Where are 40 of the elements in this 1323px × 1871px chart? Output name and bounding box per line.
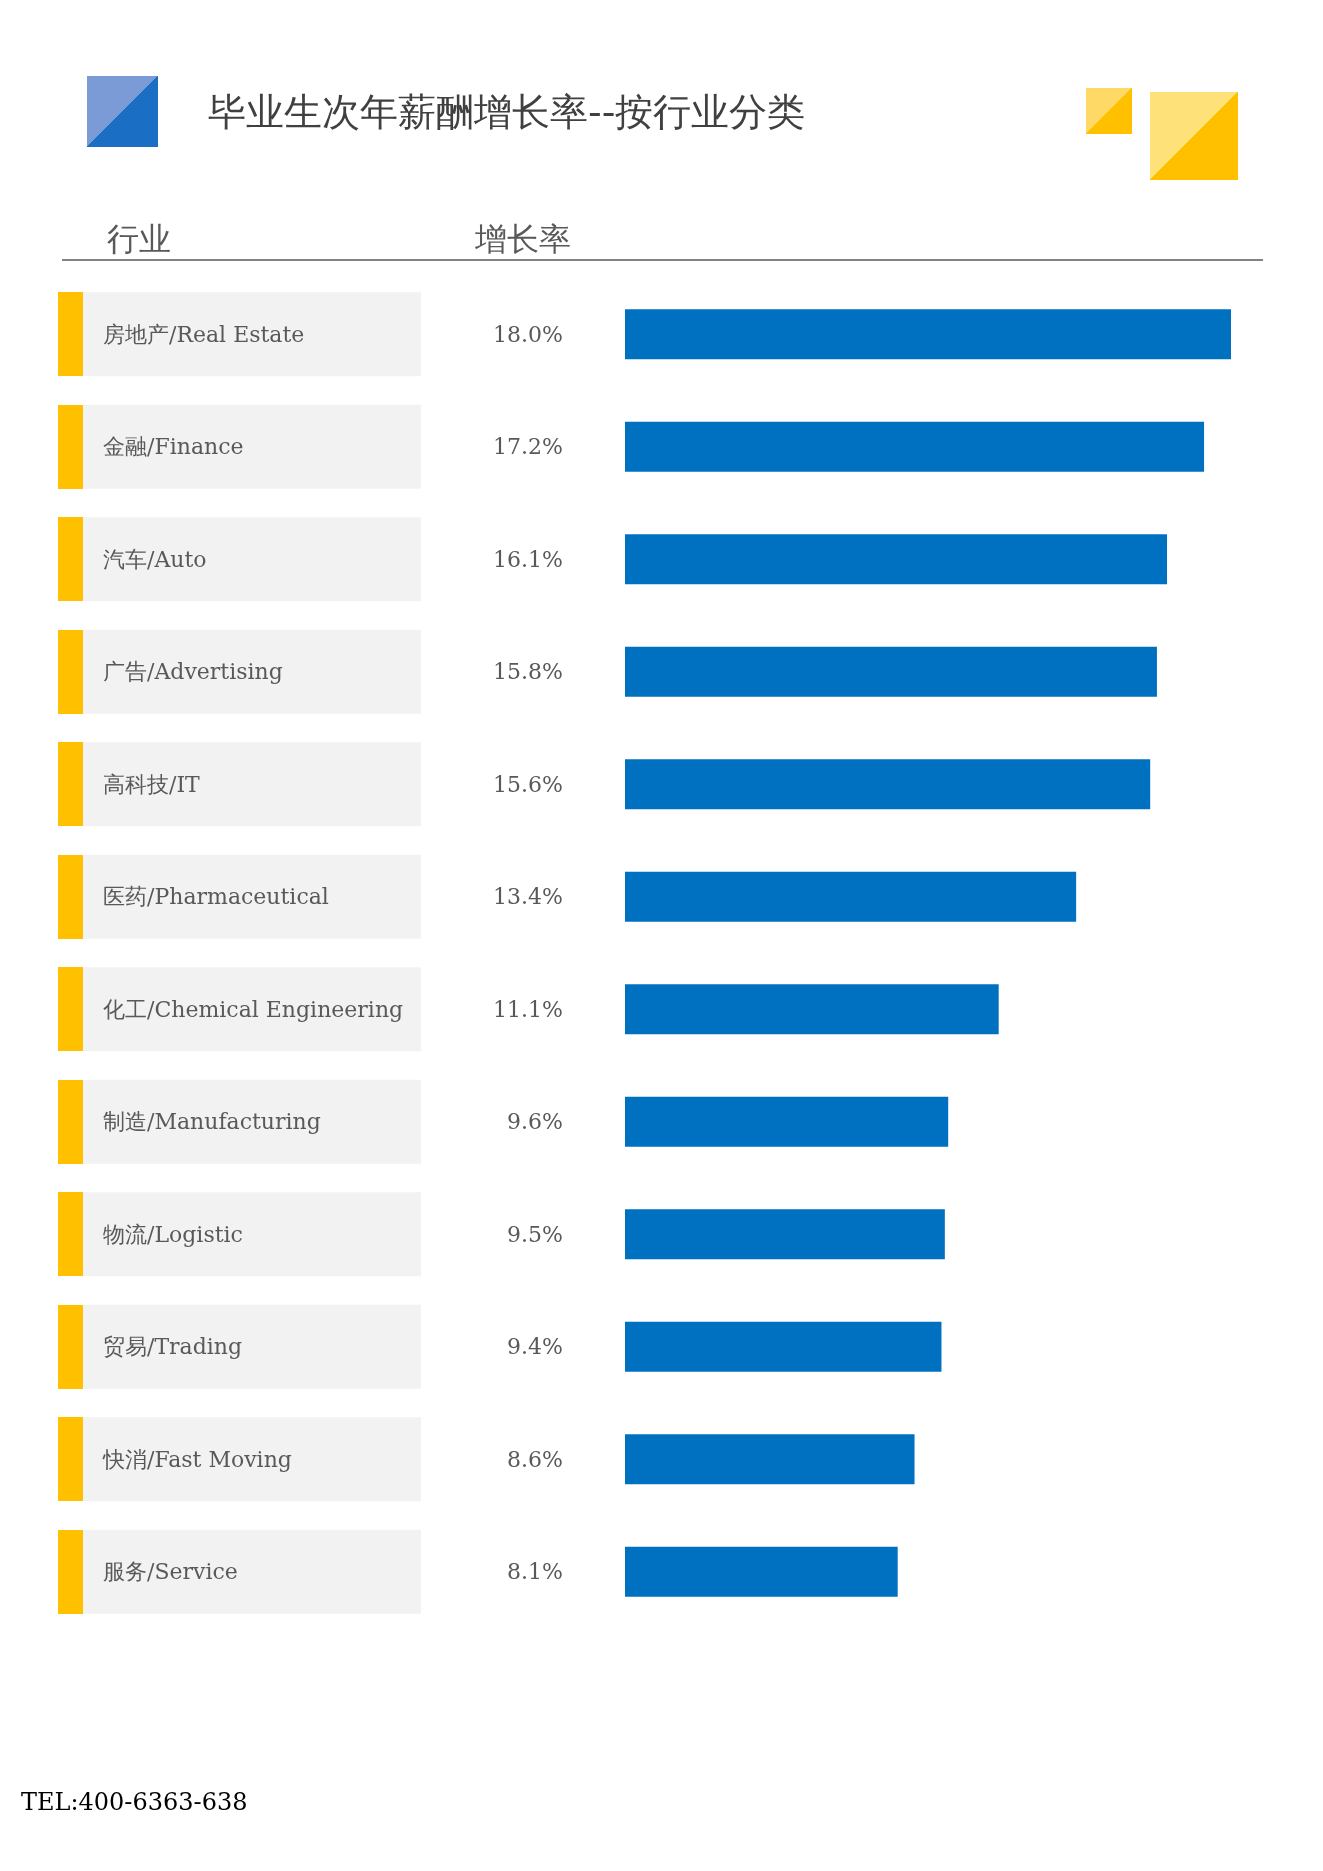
data-label: 8.6% bbox=[507, 1446, 563, 1472]
y-tick-label: 房地产/Real Estate bbox=[103, 321, 305, 347]
bar bbox=[625, 421, 1205, 472]
data-label: 9.6% bbox=[507, 1109, 563, 1135]
bar bbox=[625, 309, 1231, 360]
bar bbox=[625, 1321, 942, 1372]
bar bbox=[625, 1434, 915, 1485]
bar bbox=[625, 759, 1151, 810]
data-label: 13.4% bbox=[493, 884, 563, 910]
data-label: 15.6% bbox=[493, 771, 563, 797]
data-label: 8.1% bbox=[507, 1559, 563, 1585]
y-axis-title: 行业 bbox=[107, 220, 171, 258]
data-label: 18.0% bbox=[493, 321, 563, 347]
y-tick-label: 医药/Pharmaceutical bbox=[103, 884, 329, 910]
y-tick-label: 贸易/Trading bbox=[103, 1334, 243, 1360]
data-label: 16.1% bbox=[493, 546, 563, 572]
bar bbox=[625, 1096, 949, 1147]
data-label: 11.1% bbox=[493, 996, 563, 1022]
bar bbox=[625, 534, 1168, 585]
y-tick-label: 金融/Finance bbox=[103, 434, 244, 460]
data-label: 17.2% bbox=[493, 434, 563, 460]
bar bbox=[625, 1546, 898, 1597]
text: 增长率 bbox=[474, 220, 571, 258]
y-tick-label: 高科技/IT bbox=[103, 771, 201, 797]
bar bbox=[625, 646, 1157, 697]
chart-title: 毕业生次年薪酬增长率--按行业分类 bbox=[208, 90, 806, 134]
text: TEL:400-6363-638 bbox=[21, 1788, 248, 1816]
y-tick-label: 汽车/Auto bbox=[103, 546, 207, 572]
y-tick-label: 制造/Manufacturing bbox=[103, 1109, 321, 1135]
data-label: 15.8% bbox=[493, 659, 563, 685]
bar bbox=[625, 1209, 945, 1260]
y-tick-label: 广告/Advertising bbox=[103, 659, 283, 685]
y-tick-label: 快消/Fast Moving bbox=[102, 1446, 292, 1472]
bar bbox=[625, 984, 999, 1035]
y-tick-label: 服务/Service bbox=[103, 1559, 238, 1585]
y-tick-label: 化工/Chemical Engineering bbox=[103, 996, 404, 1022]
data-label: 9.4% bbox=[507, 1334, 563, 1360]
y-tick-label: 物流/Logistic bbox=[103, 1221, 243, 1247]
data-label: 9.5% bbox=[507, 1221, 563, 1247]
bar bbox=[625, 871, 1077, 922]
